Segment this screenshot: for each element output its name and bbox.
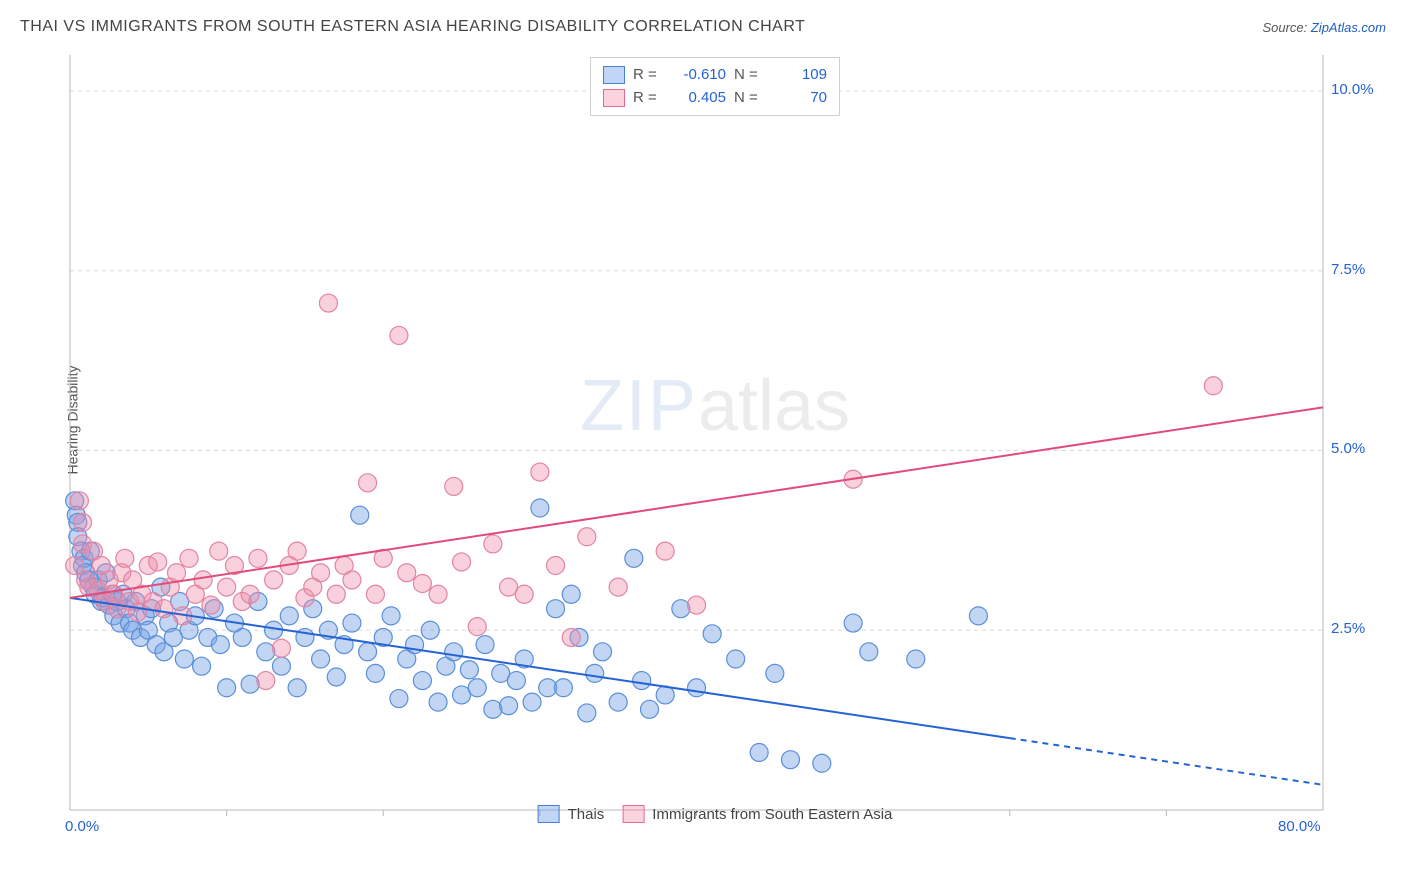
legend-item-thais: Thais bbox=[538, 805, 605, 823]
swatch-pink bbox=[603, 89, 625, 107]
chart-area: ZIPatlas R = -0.610 N = 109 R = 0.405 N … bbox=[60, 55, 1370, 835]
correlation-legend: R = -0.610 N = 109 R = 0.405 N = 70 bbox=[590, 57, 840, 116]
n-value-immigrants: 70 bbox=[772, 87, 827, 110]
y-tick-label: 2.5% bbox=[1331, 620, 1365, 637]
source-link[interactable]: ZipAtlas.com bbox=[1311, 20, 1386, 35]
legend-label-thais: Thais bbox=[568, 806, 605, 823]
legend-row-immigrants: R = 0.405 N = 70 bbox=[603, 87, 827, 110]
y-tick-label: 7.5% bbox=[1331, 261, 1365, 278]
y-tick-label: 5.0% bbox=[1331, 440, 1365, 457]
r-label: R = bbox=[633, 87, 663, 110]
legend-item-immigrants: Immigrants from South Eastern Asia bbox=[622, 805, 892, 823]
n-value-thais: 109 bbox=[772, 64, 827, 87]
r-label: R = bbox=[633, 64, 663, 87]
header: THAI VS IMMIGRANTS FROM SOUTH EASTERN AS… bbox=[20, 18, 1386, 36]
scatter-chart-svg bbox=[60, 55, 1370, 835]
x-tick-label: 80.0% bbox=[1278, 818, 1321, 835]
swatch-blue bbox=[603, 66, 625, 84]
source-prefix: Source: bbox=[1262, 20, 1310, 35]
n-label: N = bbox=[734, 87, 764, 110]
r-value-thais: -0.610 bbox=[671, 64, 726, 87]
chart-title: THAI VS IMMIGRANTS FROM SOUTH EASTERN AS… bbox=[20, 18, 805, 36]
swatch-pink bbox=[622, 805, 644, 823]
swatch-blue bbox=[538, 805, 560, 823]
series-legend: Thais Immigrants from South Eastern Asia bbox=[538, 805, 893, 823]
legend-label-immigrants: Immigrants from South Eastern Asia bbox=[652, 806, 892, 823]
legend-row-thais: R = -0.610 N = 109 bbox=[603, 64, 827, 87]
n-label: N = bbox=[734, 64, 764, 87]
source-attribution: Source: ZipAtlas.com bbox=[1262, 20, 1386, 35]
r-value-immigrants: 0.405 bbox=[671, 87, 726, 110]
y-tick-label: 10.0% bbox=[1331, 81, 1374, 98]
x-tick-label: 0.0% bbox=[65, 818, 99, 835]
